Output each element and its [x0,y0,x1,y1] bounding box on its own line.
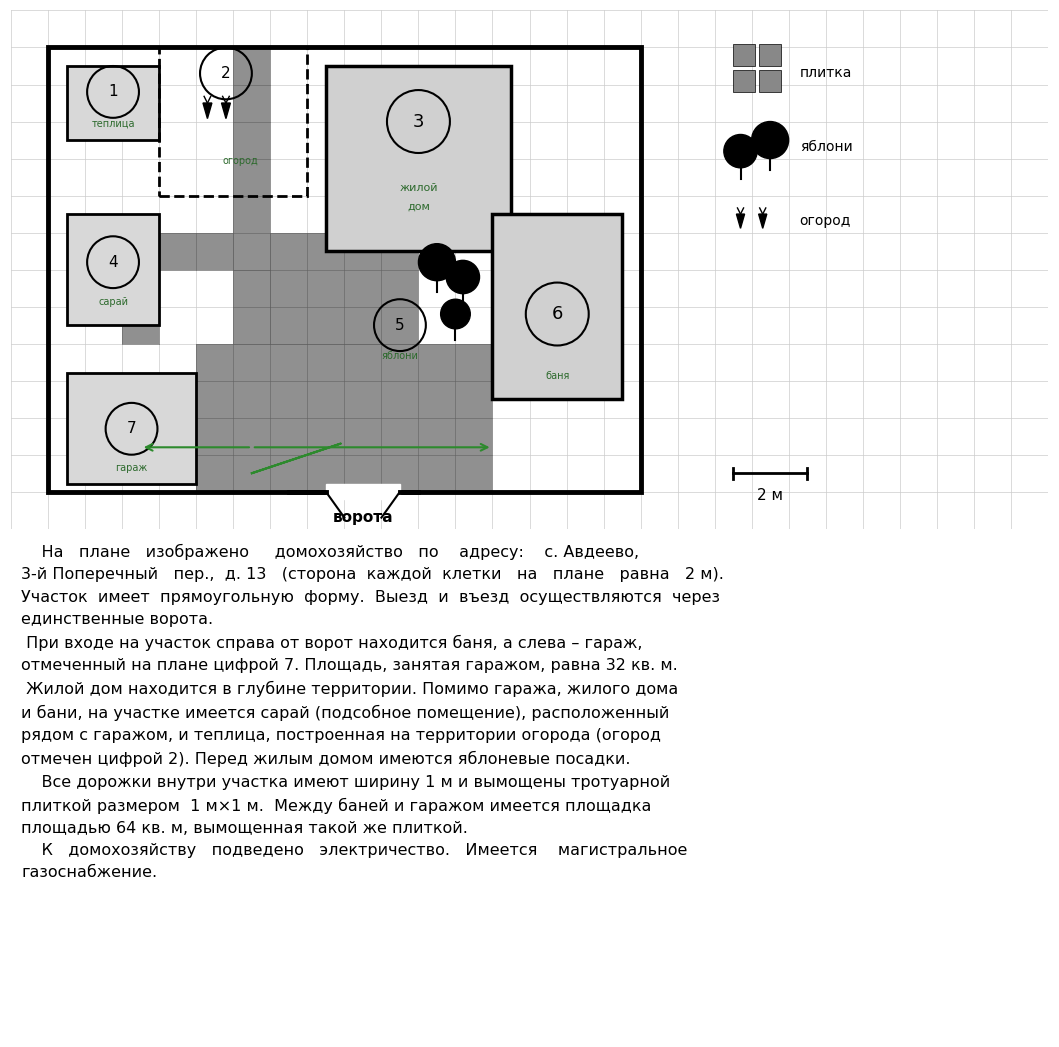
Bar [326,66,511,251]
Text: дом: дом [407,202,430,211]
Polygon shape [736,214,744,228]
Text: огород: огород [800,215,851,228]
Bar [196,343,492,492]
Text: 2: 2 [221,66,231,81]
Text: 7: 7 [127,421,137,437]
Text: сарай: сарай [98,296,128,307]
Text: 5: 5 [395,317,405,333]
Circle shape [446,261,480,293]
Text: баня: баня [545,371,570,381]
Bar [49,47,641,492]
Bar [326,485,400,499]
Text: На   плане   изображено     домохозяйство   по    адресу:    с. Авдеево,
3-й Поп: На плане изображено домохозяйство по адр… [21,544,724,881]
Bar [159,47,307,196]
Bar [233,270,270,343]
Text: жилой: жилой [399,183,437,193]
Bar [759,44,782,66]
Text: теплица: теплица [91,119,134,129]
Bar [733,70,755,92]
Bar [122,270,159,343]
Polygon shape [221,103,231,118]
Text: огород: огород [222,156,258,165]
Bar [270,232,418,343]
Text: ворота: ворота [333,510,393,525]
Polygon shape [203,103,212,118]
Circle shape [752,121,789,158]
Text: 4: 4 [108,254,118,270]
Bar [733,44,755,66]
Circle shape [724,134,757,168]
Bar [759,70,782,92]
Text: 6: 6 [552,305,563,324]
Circle shape [441,299,470,329]
Bar [233,47,270,269]
Text: яблони: яблони [800,140,852,155]
Circle shape [418,244,455,281]
Text: гараж: гараж [115,463,147,473]
Text: плитка: плитка [800,66,852,81]
Bar [122,232,233,269]
Text: яблони: яблони [381,351,418,361]
Bar [67,214,159,326]
Text: 2 м: 2 м [757,488,783,503]
Bar [67,374,196,485]
Bar [492,214,622,399]
Text: 3: 3 [413,112,425,131]
Polygon shape [758,214,767,228]
Text: 1: 1 [108,85,118,99]
Bar [67,66,159,140]
